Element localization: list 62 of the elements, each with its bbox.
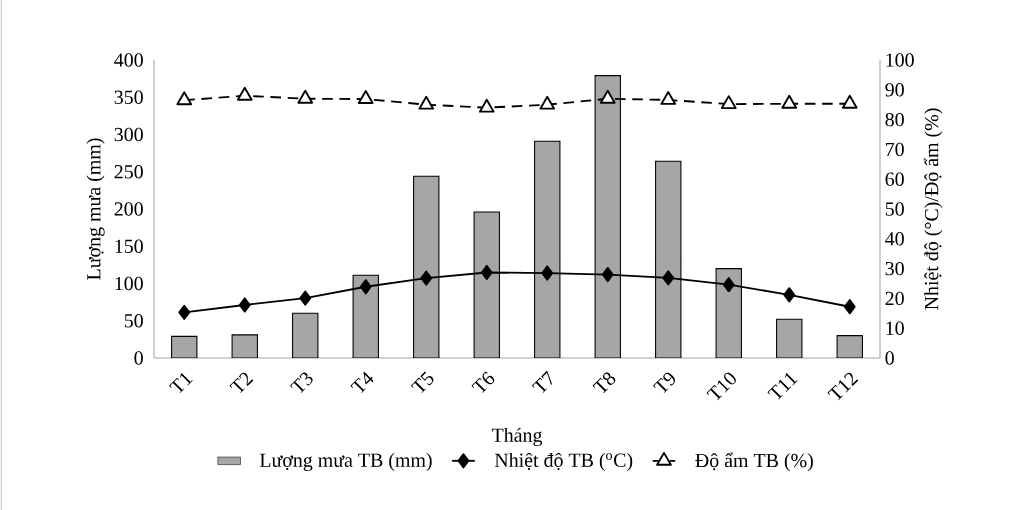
x-tick-label: T8: [592, 372, 616, 394]
y-tick-label: 400: [114, 53, 143, 67]
x-axis-title: Tháng: [491, 427, 543, 447]
point: [722, 277, 735, 293]
y2-tick-label: 30: [885, 261, 904, 276]
y-tick-label: 0: [134, 351, 143, 365]
point: [478, 98, 495, 113]
legend-label: Lượng mưa TB (mm): [259, 452, 432, 472]
x-tick-label: T7: [531, 370, 552, 394]
y2-tick-label: 100: [886, 53, 914, 67]
y-tick-label: 250: [114, 165, 143, 179]
x-tick-label: T5: [410, 371, 434, 394]
point: [418, 95, 435, 110]
x-tick-label: T4: [350, 371, 374, 394]
point: [359, 279, 372, 295]
x-tick-label: T6: [471, 371, 495, 394]
y-tick-label: 350: [114, 90, 143, 104]
y2-tick-label: 10: [886, 321, 904, 335]
y-tick-label: 50: [124, 314, 143, 328]
point: [599, 89, 616, 104]
x-tick-label: T2: [229, 372, 254, 394]
point: [420, 270, 433, 286]
legend-label: Nhiệt độ TB ($^{o}$C): [494, 452, 633, 471]
y2-tick-label: 20: [885, 291, 904, 306]
y-tick-label: 300: [114, 127, 143, 142]
point: [236, 86, 253, 101]
y-tick-label: 200: [114, 202, 143, 216]
x-tick-label: T10: [706, 372, 736, 401]
y2-tick-label: 0: [885, 351, 894, 365]
x-tick-label: T1: [168, 373, 193, 394]
y2-tick-label: 40: [885, 232, 904, 246]
point: [662, 270, 675, 286]
point: [541, 265, 554, 281]
point: [480, 264, 493, 281]
y2-tick-label: 80: [885, 112, 904, 127]
x-tick-label: T12: [827, 372, 859, 401]
y2-tick-label: 90: [885, 83, 904, 97]
point: [238, 297, 251, 313]
point: [539, 95, 556, 110]
point: [601, 266, 614, 283]
point: [660, 91, 677, 105]
y2-axis-title: Nhiệt độ (°C)/Độ ẩm (%): [923, 108, 943, 310]
y2-tick-label: 50: [885, 202, 904, 216]
point: [176, 91, 193, 106]
x-tick-label: T9: [652, 372, 675, 394]
y-tick-label: 100: [115, 276, 143, 291]
point: [781, 94, 798, 109]
point: [357, 90, 374, 104]
point: [783, 287, 796, 303]
point: [720, 95, 737, 110]
point: [841, 94, 858, 109]
x-tick-label: T11: [767, 373, 798, 400]
legend-label: Độ ẩm TB (%): [695, 452, 813, 472]
point: [178, 304, 191, 320]
y-axis-title: Lượng mưa (mm): [86, 138, 105, 280]
y2-tick-label: 60: [885, 172, 904, 186]
point: [843, 299, 856, 315]
point: [299, 290, 312, 306]
point: [297, 89, 314, 104]
y2-tick-label: 70: [886, 142, 904, 157]
y-tick-label: 150: [115, 239, 143, 253]
x-tick-label: T3: [289, 372, 313, 394]
